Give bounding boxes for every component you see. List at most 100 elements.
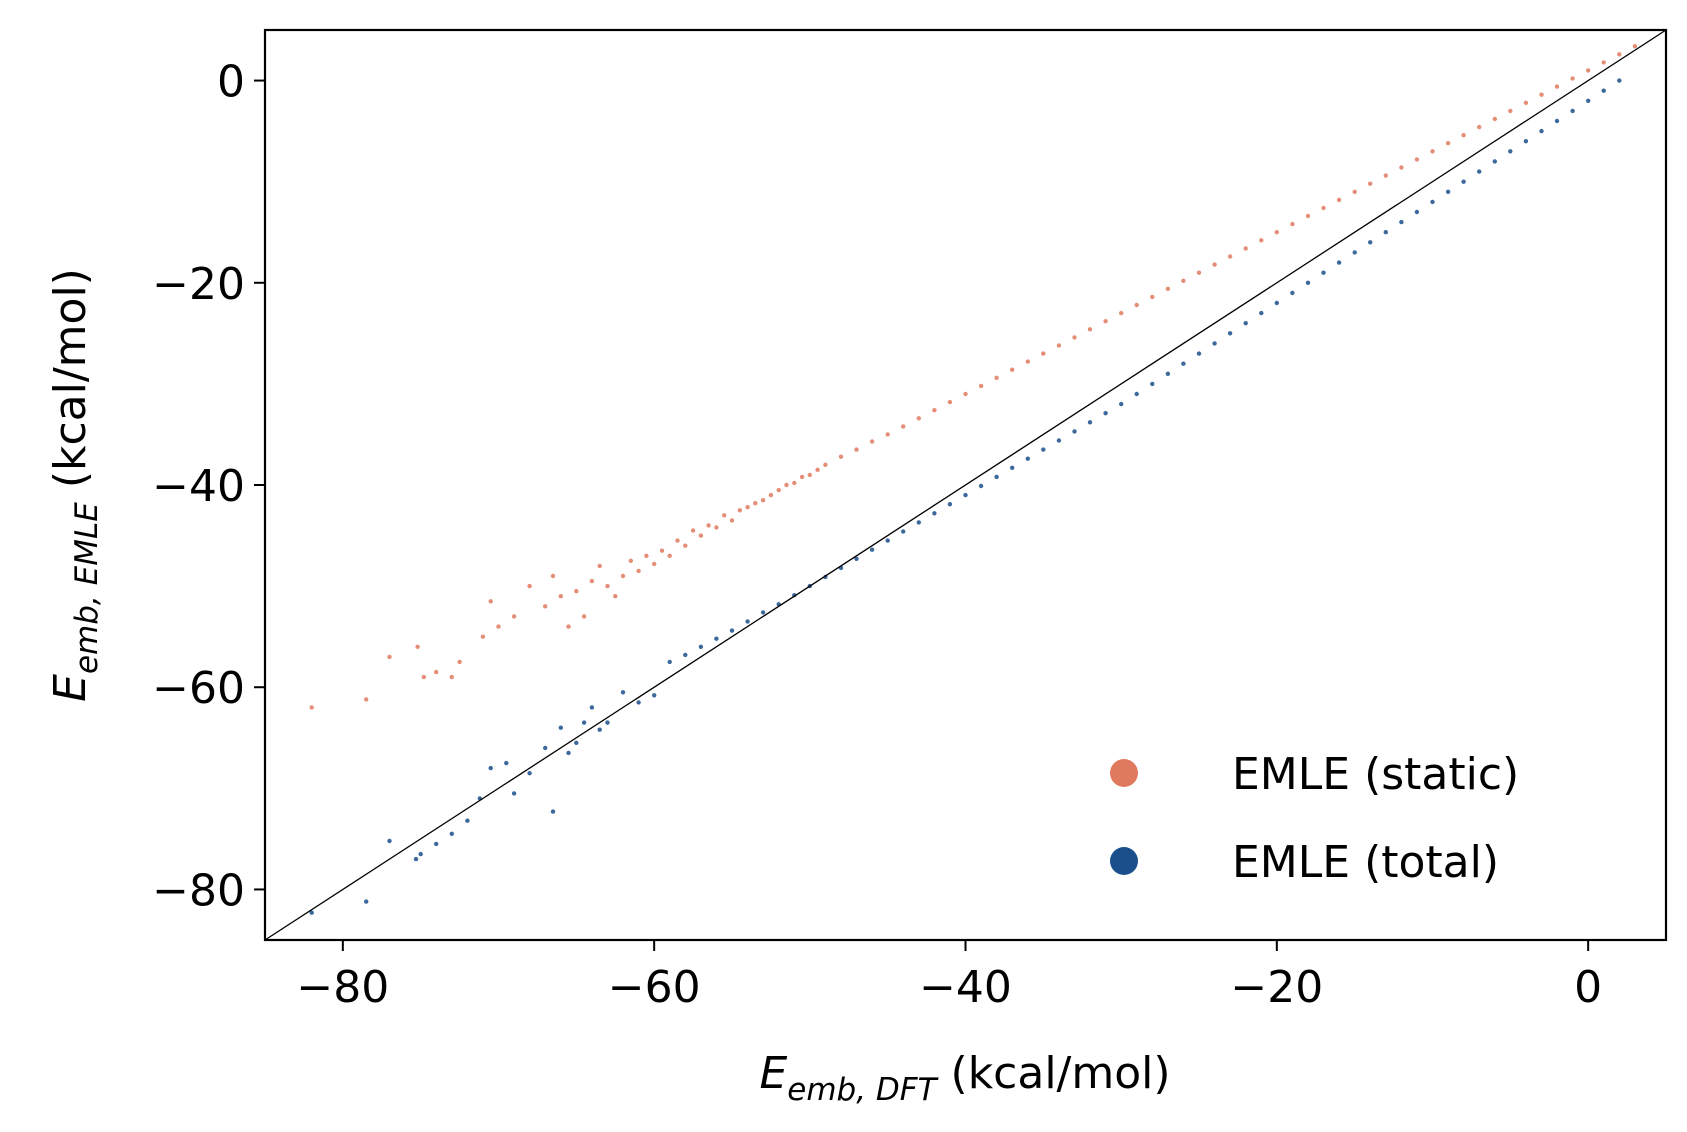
data-point bbox=[1072, 429, 1077, 434]
data-point bbox=[1523, 139, 1529, 144]
data-point bbox=[776, 487, 781, 493]
data-point bbox=[963, 391, 968, 397]
data-point bbox=[566, 624, 571, 629]
data-point bbox=[714, 636, 719, 641]
data-point bbox=[901, 424, 906, 429]
legend-label-total: EMLE (total) bbox=[1232, 837, 1499, 888]
data-point bbox=[815, 467, 820, 472]
data-point bbox=[947, 399, 953, 405]
y-axis-label-unit: (kcal/mol) bbox=[45, 268, 96, 502]
data-point bbox=[605, 583, 610, 589]
data-point bbox=[413, 856, 419, 862]
data-point bbox=[421, 674, 426, 680]
x-axis-ticks: −80 −60 −40 −20 0 bbox=[296, 940, 1602, 1013]
x-tick-label: 0 bbox=[1574, 962, 1602, 1013]
data-point bbox=[916, 520, 921, 525]
data-point bbox=[1461, 179, 1466, 184]
y-tick-label: −80 bbox=[152, 865, 245, 916]
data-point bbox=[1321, 205, 1326, 211]
y-tick-label: −40 bbox=[152, 461, 245, 512]
data-point bbox=[636, 568, 641, 574]
data-point bbox=[885, 432, 890, 437]
data-point bbox=[1586, 98, 1591, 104]
y-tick-label: 0 bbox=[217, 57, 245, 108]
data-point bbox=[1523, 100, 1529, 106]
data-point bbox=[1259, 238, 1264, 243]
data-point bbox=[620, 690, 626, 695]
data-point bbox=[1134, 391, 1139, 397]
data-point bbox=[550, 809, 556, 814]
data-point bbox=[1492, 159, 1498, 164]
data-point bbox=[1617, 78, 1622, 83]
data-point bbox=[916, 416, 921, 421]
data-point bbox=[994, 474, 999, 480]
data-point bbox=[1586, 68, 1591, 73]
data-point bbox=[1508, 108, 1513, 114]
data-point bbox=[1274, 300, 1280, 306]
data-point bbox=[1290, 290, 1295, 296]
data-point bbox=[364, 697, 369, 702]
data-point bbox=[901, 529, 906, 534]
x-axis-label-unit: (kcal/mol) bbox=[937, 1048, 1171, 1099]
data-point bbox=[1025, 359, 1031, 364]
data-point bbox=[667, 659, 672, 665]
data-point bbox=[511, 614, 517, 619]
data-point bbox=[1414, 209, 1420, 215]
data-point bbox=[1617, 52, 1622, 57]
data-point bbox=[1383, 173, 1389, 178]
data-point bbox=[1243, 321, 1248, 326]
identity-line bbox=[264, 29, 1667, 941]
legend-label-static: EMLE (static) bbox=[1232, 749, 1519, 800]
data-point bbox=[745, 505, 750, 510]
data-point bbox=[387, 838, 392, 844]
data-point bbox=[504, 760, 509, 766]
data-point bbox=[690, 528, 696, 533]
x-tick-label: −40 bbox=[919, 962, 1012, 1013]
data-point bbox=[1134, 302, 1139, 308]
x-axis-label-main: E bbox=[759, 1048, 787, 1099]
data-point bbox=[1601, 88, 1606, 93]
data-point bbox=[1570, 108, 1575, 114]
data-point bbox=[963, 492, 968, 498]
data-point bbox=[1227, 254, 1233, 259]
data-point bbox=[729, 628, 735, 633]
data-point bbox=[1087, 327, 1093, 332]
data-point bbox=[581, 720, 587, 725]
data-point bbox=[667, 553, 672, 558]
data-point bbox=[1445, 189, 1451, 194]
data-point bbox=[1274, 230, 1280, 235]
data-point bbox=[1336, 260, 1342, 265]
data-point bbox=[550, 573, 556, 579]
data-point bbox=[932, 511, 937, 516]
data-point bbox=[978, 383, 984, 389]
data-point bbox=[792, 480, 797, 486]
y-tick-label: −60 bbox=[152, 663, 245, 714]
data-point bbox=[418, 851, 423, 857]
data-point bbox=[1383, 230, 1389, 235]
data-point bbox=[1554, 118, 1560, 124]
data-point bbox=[714, 525, 719, 530]
data-point bbox=[1119, 310, 1124, 316]
series-total bbox=[309, 78, 1622, 915]
x-tick-label: −20 bbox=[1230, 962, 1323, 1013]
data-point bbox=[675, 538, 680, 543]
data-point bbox=[1010, 465, 1015, 470]
data-point bbox=[434, 841, 439, 847]
data-point bbox=[457, 659, 462, 665]
data-point bbox=[449, 674, 454, 680]
legend-marker-static bbox=[1110, 759, 1138, 787]
data-point bbox=[1087, 420, 1093, 425]
data-point bbox=[1196, 270, 1202, 275]
data-point bbox=[854, 556, 859, 561]
data-point bbox=[543, 604, 548, 609]
data-point bbox=[698, 644, 704, 649]
data-point bbox=[1181, 361, 1186, 366]
data-point bbox=[1492, 116, 1498, 122]
data-point bbox=[628, 558, 633, 563]
y-axis-label-main: E bbox=[45, 674, 96, 702]
data-point bbox=[729, 518, 735, 523]
data-point bbox=[1352, 189, 1357, 194]
data-point bbox=[644, 553, 649, 558]
data-point bbox=[620, 573, 626, 579]
